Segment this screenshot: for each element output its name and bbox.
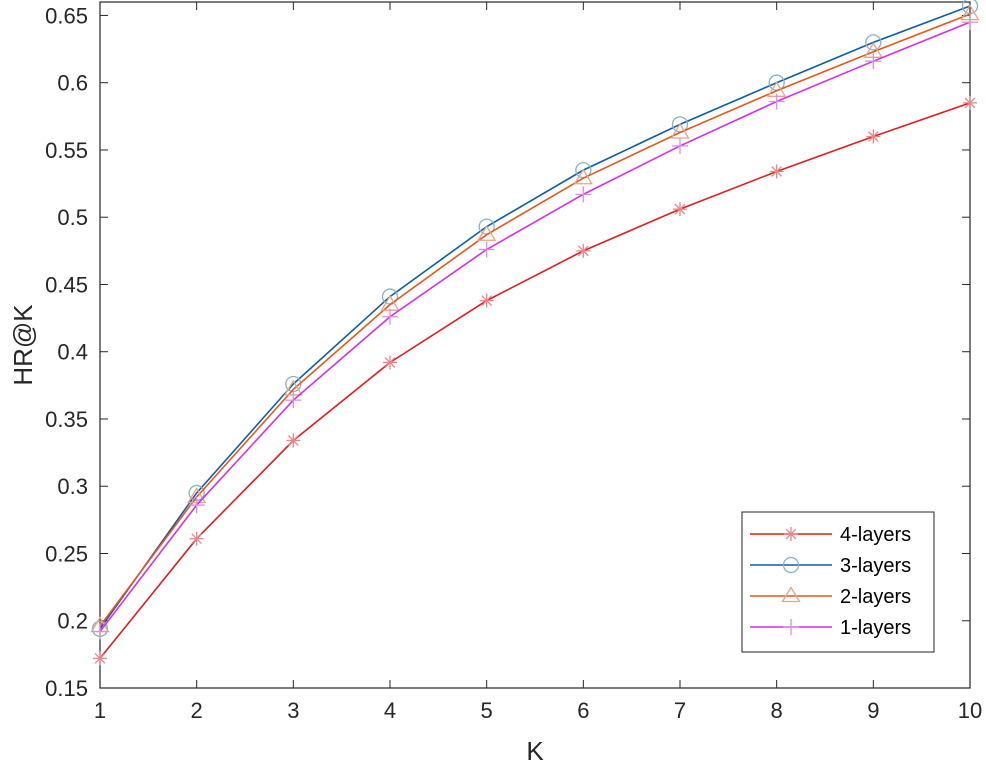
x-tick-label: 7: [674, 698, 686, 723]
x-tick-label: 3: [287, 698, 299, 723]
x-tick-label: 4: [384, 698, 396, 723]
y-tick-label: 0.55: [45, 138, 88, 163]
data-point: [479, 293, 494, 308]
data-point: [188, 497, 205, 514]
x-tick-label: 2: [191, 698, 203, 723]
y-tick-label: 0.2: [57, 609, 88, 634]
legend-item: 4-layers: [750, 524, 911, 546]
legend-box: [741, 511, 935, 653]
y-tick-label: 0.45: [45, 272, 88, 297]
series-line: [99, 5, 971, 630]
x-tick-label: 9: [867, 698, 879, 723]
y-tick-label: 0.25: [45, 541, 88, 566]
y-tick-label: 0.5: [57, 205, 88, 230]
data-point: [189, 531, 204, 546]
y-tick-label: 0.6: [57, 71, 88, 96]
legend-marker: [781, 586, 801, 603]
y-axis-label: HR@K: [8, 304, 38, 386]
series-line: [99, 21, 971, 632]
data-point: [768, 93, 785, 110]
legend-marker: [782, 556, 800, 574]
series-line: [99, 102, 971, 659]
data-point: [866, 129, 881, 144]
series-4-layers: [93, 95, 977, 666]
series-line: [99, 13, 971, 627]
legend-marker: [783, 619, 799, 635]
x-tick-label: 8: [771, 698, 783, 723]
series-1-layers: [92, 14, 978, 640]
data-point: [93, 651, 107, 666]
legend-item: 3-layers: [750, 555, 911, 577]
legend: 4-layers 3-layers 2-layers 1-layers: [741, 511, 935, 653]
legend-item: 1-layers: [750, 617, 911, 639]
data-point: [478, 241, 495, 258]
data-point: [477, 224, 497, 241]
data-point: [382, 308, 398, 325]
x-tick-label: 1: [94, 698, 106, 723]
data-point: [576, 243, 591, 258]
y-tick-label: 0.4: [57, 340, 88, 365]
y-tick-label: 0.3: [57, 474, 88, 499]
legend-marker: [784, 527, 798, 541]
x-tick-label: 6: [577, 698, 589, 723]
legend-label: 1-layers: [840, 617, 911, 639]
data-point: [573, 168, 593, 185]
data-point: [285, 375, 302, 393]
y-tick-label: 0.15: [45, 676, 88, 701]
data-point: [961, 0, 979, 15]
data-point: [380, 294, 400, 311]
plot-frame: [99, 1, 971, 689]
x-tick-label: 10: [958, 698, 982, 723]
data-point: [575, 186, 592, 203]
legend-label: 4-layers: [840, 524, 911, 546]
data-point: [672, 137, 688, 154]
data-point: [769, 164, 784, 179]
legend-item: 2-layers: [750, 586, 911, 608]
legend-label: 3-layers: [840, 555, 911, 577]
data-point: [383, 355, 397, 370]
data-point: [963, 95, 977, 110]
data-point: [286, 433, 301, 448]
legend-label: 2-layers: [840, 586, 911, 608]
data-point: [92, 623, 108, 640]
data-point: [673, 202, 687, 217]
data-point: [865, 53, 882, 70]
data-point: [962, 14, 978, 31]
y-tick-label: 0.65: [45, 3, 88, 28]
x-axis-label: K: [526, 736, 544, 766]
x-tick-label: 5: [481, 698, 493, 723]
y-tick-label: 0.35: [45, 407, 88, 432]
data-point: [865, 34, 882, 51]
data-point: [285, 392, 302, 409]
